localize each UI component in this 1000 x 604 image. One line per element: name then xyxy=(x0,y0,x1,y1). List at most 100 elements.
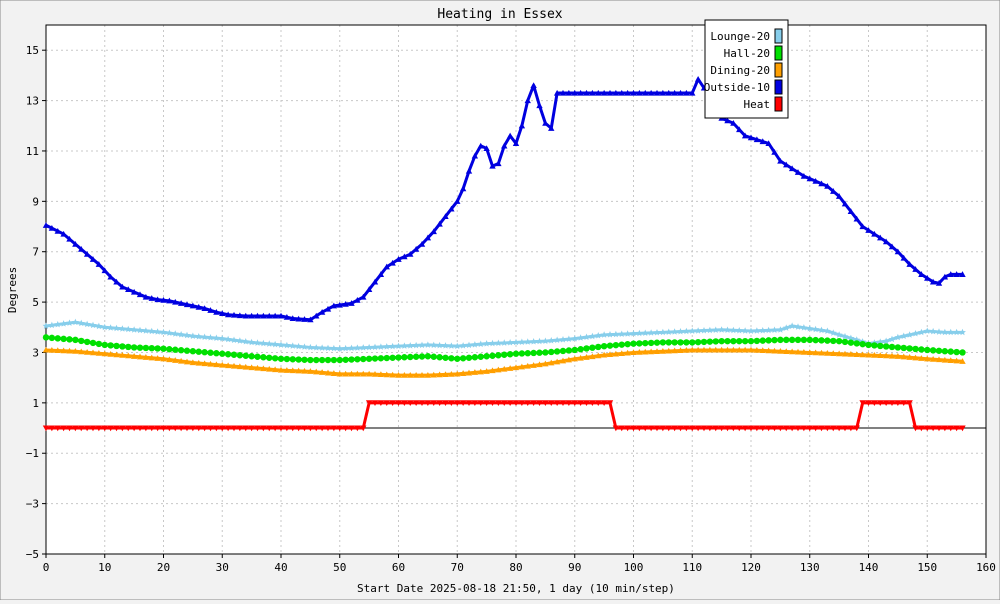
data-point xyxy=(571,400,578,407)
data-point xyxy=(765,425,772,432)
y-tick-label: 3 xyxy=(32,346,39,359)
data-point xyxy=(171,330,179,337)
data-point xyxy=(683,347,690,353)
data-point xyxy=(271,366,279,373)
data-point xyxy=(242,363,249,370)
data-point xyxy=(377,400,385,407)
y-tick-label: −3 xyxy=(26,498,39,511)
data-point xyxy=(418,240,426,247)
data-point xyxy=(66,347,73,354)
data-point xyxy=(442,400,449,407)
data-point xyxy=(465,400,473,407)
data-point xyxy=(800,172,808,179)
x-tick-label: 160 xyxy=(976,561,996,574)
data-point xyxy=(812,349,819,356)
data-point xyxy=(260,354,267,361)
data-point xyxy=(489,400,496,407)
data-point xyxy=(324,369,332,376)
x-tick-label: 140 xyxy=(859,561,879,574)
data-point xyxy=(636,89,643,96)
data-point xyxy=(54,320,62,328)
data-point xyxy=(318,308,326,315)
data-point xyxy=(195,359,202,366)
data-point xyxy=(677,89,684,96)
data-point xyxy=(224,362,232,369)
data-point xyxy=(559,89,567,96)
x-tick-label: 150 xyxy=(917,561,937,574)
data-point xyxy=(894,344,902,351)
data-point xyxy=(89,321,97,329)
data-point xyxy=(124,325,132,333)
data-point xyxy=(119,283,126,290)
data-point xyxy=(48,347,56,353)
data-point xyxy=(271,355,279,362)
data-point xyxy=(89,349,97,356)
data-point xyxy=(788,348,796,355)
y-axis-title: Degrees xyxy=(6,267,19,313)
data-point xyxy=(483,353,490,360)
data-point xyxy=(289,367,296,374)
data-point xyxy=(371,400,379,407)
data-point xyxy=(600,331,608,338)
data-point xyxy=(853,351,860,358)
data-point xyxy=(83,338,91,346)
data-point xyxy=(101,350,108,357)
data-point xyxy=(918,425,925,432)
data-point xyxy=(659,339,667,346)
data-point xyxy=(912,266,919,272)
data-point xyxy=(477,400,484,407)
data-point xyxy=(800,324,808,331)
data-point xyxy=(612,341,620,349)
data-point xyxy=(201,333,209,341)
data-point xyxy=(154,425,161,432)
data-point xyxy=(401,354,408,361)
data-point xyxy=(501,365,508,372)
data-point xyxy=(830,188,837,194)
data-point xyxy=(841,338,849,346)
data-point xyxy=(412,353,420,360)
data-point xyxy=(941,328,949,336)
data-point xyxy=(959,425,966,432)
data-point xyxy=(218,335,226,342)
data-point xyxy=(547,337,555,344)
data-point xyxy=(682,327,690,335)
data-point xyxy=(953,328,961,336)
data-point xyxy=(407,400,414,407)
data-point xyxy=(377,371,385,377)
data-point xyxy=(130,288,138,295)
data-point xyxy=(453,342,461,350)
data-point xyxy=(589,344,596,351)
data-point xyxy=(166,425,173,432)
data-point xyxy=(618,341,625,348)
data-point xyxy=(66,319,73,326)
data-point xyxy=(219,310,226,316)
data-point xyxy=(395,342,402,350)
data-point xyxy=(154,355,161,361)
data-point xyxy=(83,251,91,257)
data-point xyxy=(759,337,766,344)
data-point xyxy=(148,354,155,361)
data-point xyxy=(418,341,426,349)
data-point xyxy=(647,89,655,96)
x-tick-label: 110 xyxy=(682,561,702,574)
data-point xyxy=(307,356,314,364)
data-point xyxy=(412,245,420,252)
data-point xyxy=(818,326,825,334)
data-point xyxy=(125,286,132,293)
data-point xyxy=(189,302,197,309)
data-point xyxy=(882,400,890,407)
data-point xyxy=(829,329,837,336)
data-point xyxy=(371,355,379,362)
data-point xyxy=(724,425,731,432)
data-point xyxy=(929,425,937,432)
data-point xyxy=(541,337,549,345)
data-point xyxy=(624,425,631,432)
data-point xyxy=(771,347,778,354)
data-point xyxy=(354,356,361,363)
data-point xyxy=(806,349,813,356)
data-point xyxy=(195,425,202,432)
data-point xyxy=(642,425,649,432)
data-point xyxy=(48,334,56,342)
data-point xyxy=(771,326,778,333)
data-point xyxy=(677,327,684,335)
